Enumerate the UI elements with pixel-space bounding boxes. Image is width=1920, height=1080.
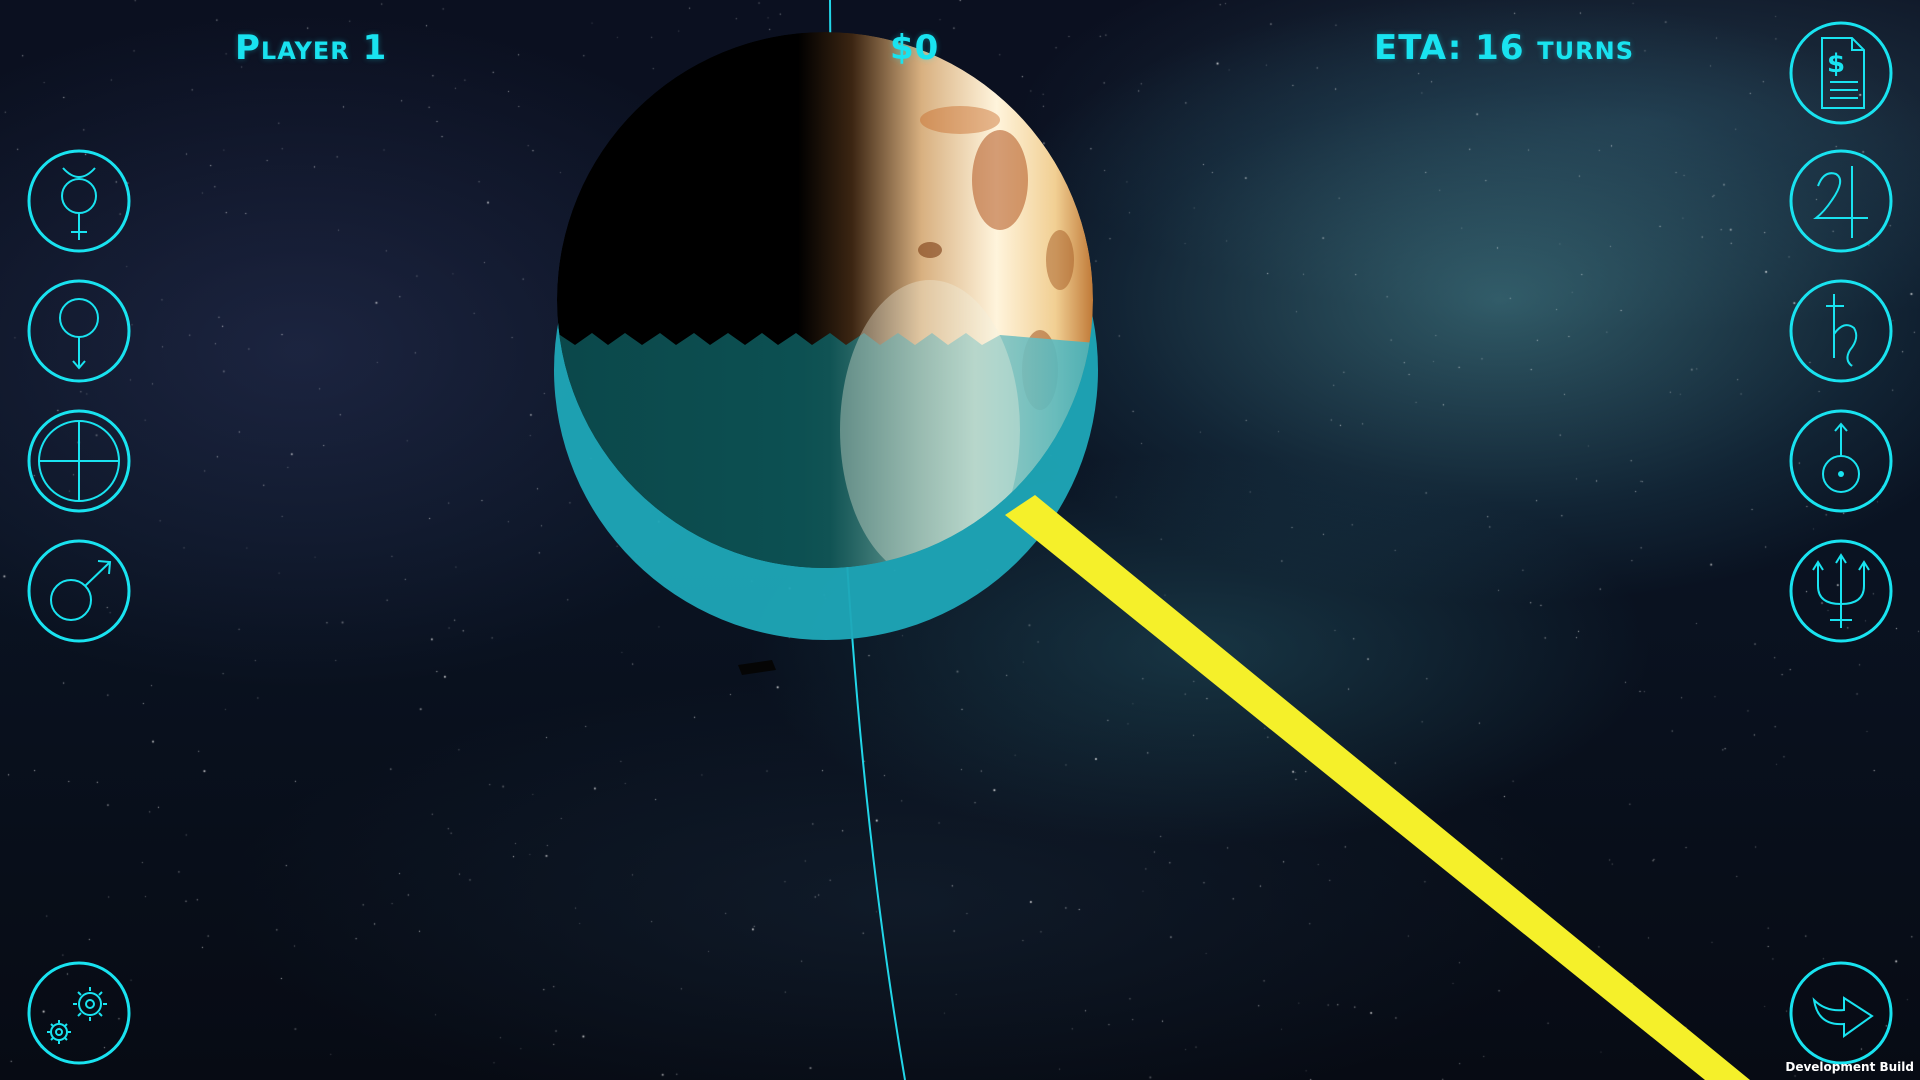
settings-button[interactable] [26,960,132,1066]
gears-icon [27,961,131,1065]
earth-symbol-icon [27,409,131,513]
money-document-icon: $ [1789,21,1893,125]
arrow-right-icon [1789,961,1893,1065]
finances-button[interactable]: $ [1788,20,1894,126]
end-turn-button[interactable] [1788,960,1894,1066]
mercury-button[interactable] [26,148,132,254]
svg-text:$: $ [1827,49,1845,79]
uranus-symbol-icon [1789,409,1893,513]
development-build-label: Development Build [1785,1060,1914,1074]
mercury-symbol-icon [27,149,131,253]
saturn-symbol-icon [1789,279,1893,383]
yellow-beam [1005,495,1750,1080]
jupiter-button[interactable] [1788,148,1894,254]
money-label: $0 [890,28,940,68]
eta-label: ETA: 16 turns [1374,28,1635,68]
jupiter-symbol-icon [1789,149,1893,253]
neptune-button[interactable] [1788,538,1894,644]
venus-symbol-icon [27,279,131,383]
planet [557,32,1093,568]
uranus-button[interactable] [1788,408,1894,514]
player-label: Player 1 [235,28,388,68]
neptune-symbol-icon [1789,539,1893,643]
mars-button[interactable] [26,538,132,644]
earth-button[interactable] [26,408,132,514]
venus-button[interactable] [26,278,132,384]
mars-symbol-icon [27,539,131,643]
space-debris [738,660,776,675]
saturn-button[interactable] [1788,278,1894,384]
